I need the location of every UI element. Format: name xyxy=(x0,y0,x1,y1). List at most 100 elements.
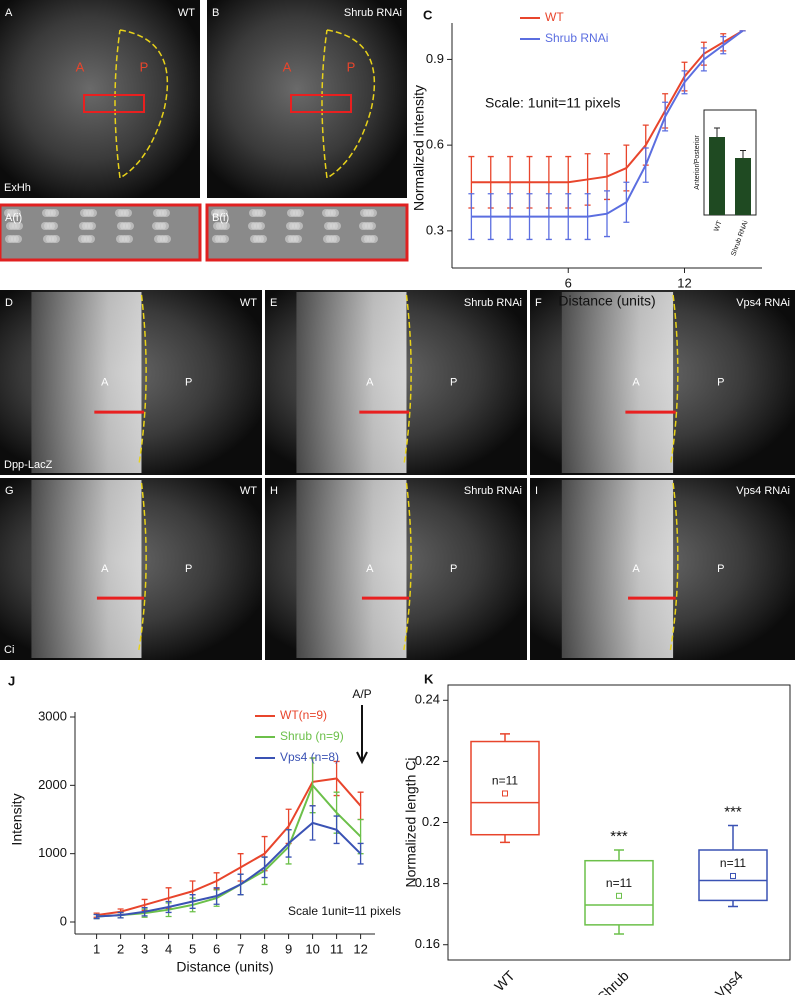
cell-texture xyxy=(163,235,171,243)
cell-texture xyxy=(89,209,97,217)
cell-texture xyxy=(51,209,59,217)
image-panel: I Vps4 RNAi A P xyxy=(530,478,795,660)
cell-texture xyxy=(259,235,267,243)
x-tick-label: Shrub xyxy=(594,967,632,995)
cell-texture xyxy=(88,222,96,230)
ap-boundary xyxy=(138,294,147,466)
cell-texture xyxy=(258,209,266,217)
region-label: A xyxy=(366,376,374,388)
region-label: A xyxy=(101,563,109,575)
whisker xyxy=(728,824,738,850)
panel-label: C xyxy=(423,7,433,22)
condition-label: WT xyxy=(240,485,257,497)
sample-size: n=11 xyxy=(606,876,632,890)
condition-label: Vps4 RNAi xyxy=(736,297,790,309)
image-panel: E Shrub RNAi A P xyxy=(265,290,527,475)
error-bar xyxy=(333,815,340,845)
error-bar xyxy=(357,842,364,865)
cell-texture xyxy=(13,209,21,217)
region-label: A xyxy=(366,563,374,575)
cell-texture xyxy=(257,222,265,230)
x-tick-label: 9 xyxy=(285,941,292,956)
y-tick-label: 0.3 xyxy=(426,222,444,237)
y-tick-label: 0.6 xyxy=(426,137,444,152)
y-tick-label: 0.18 xyxy=(415,875,440,890)
cell-texture xyxy=(221,235,229,243)
condition-label: Vps4 RNAi xyxy=(736,485,790,497)
cell-texture xyxy=(332,235,340,243)
significance: *** xyxy=(610,828,628,845)
panel-letter: A xyxy=(5,7,13,19)
annotation: Scale 1unit=11 pixels xyxy=(288,904,401,918)
whisker xyxy=(614,924,624,935)
error-bar xyxy=(117,911,124,919)
ap-boundary xyxy=(669,482,679,651)
error-bar xyxy=(309,805,316,841)
x-tick-label: 6 xyxy=(565,275,572,290)
ap-boundary xyxy=(669,294,679,466)
sample-size: n=11 xyxy=(492,774,518,788)
ap-boundary xyxy=(138,482,147,651)
error-bar xyxy=(468,193,475,241)
panel-letter: A(i) xyxy=(5,212,22,224)
image-panel: B Shrub RNAi A P xyxy=(207,0,407,198)
panel-letter: H xyxy=(270,485,278,497)
ap-boundary xyxy=(403,482,412,651)
region-label: P xyxy=(717,563,724,575)
panel-letter: G xyxy=(5,485,14,497)
y-tick-label: 0.24 xyxy=(415,692,440,707)
region-label: P xyxy=(717,376,724,388)
panel-letter: E xyxy=(270,297,277,309)
x-axis-label: Distance (units) xyxy=(558,293,655,309)
ap-boundary xyxy=(403,294,412,466)
legend-label: Shrub RNAi xyxy=(545,31,608,45)
stain-label: ExHh xyxy=(4,182,31,194)
y-tick-label: 2000 xyxy=(38,777,67,792)
y-tick-label: 0.22 xyxy=(415,753,440,768)
panel-label: J xyxy=(8,673,15,688)
series-line xyxy=(96,821,362,918)
y-axis-label: Intensity xyxy=(9,793,25,845)
error-bar xyxy=(507,193,514,241)
x-tick-label: WT xyxy=(713,219,724,232)
cell-texture xyxy=(222,222,230,230)
ap-arrow xyxy=(356,705,368,765)
y-axis-label: Normalized length Ci xyxy=(403,758,419,888)
error-bar xyxy=(487,193,494,241)
cell-texture xyxy=(161,222,169,230)
cell-texture xyxy=(295,222,303,230)
box xyxy=(470,740,540,836)
x-tick-label: 11 xyxy=(330,941,344,956)
mean xyxy=(502,790,508,797)
cell-texture xyxy=(87,235,95,243)
panel-letter: F xyxy=(535,297,542,309)
box xyxy=(584,859,654,926)
panel-letter: B(i) xyxy=(212,212,229,224)
error-bar xyxy=(237,873,244,896)
x-tick-label: 6 xyxy=(213,941,220,956)
panel-letter: I xyxy=(535,485,538,497)
sample-size: n=11 xyxy=(720,856,746,870)
cell-texture xyxy=(124,209,132,217)
cell-texture xyxy=(331,209,339,217)
image-panel: H Shrub RNAi A P xyxy=(265,478,527,660)
error-bar xyxy=(584,193,591,241)
whisker xyxy=(728,900,738,908)
stain-band xyxy=(31,480,142,658)
micrograph xyxy=(205,203,409,262)
x-tick-label: 5 xyxy=(189,941,196,956)
whisker xyxy=(500,834,510,844)
condition-label: WT xyxy=(178,7,195,19)
cell-texture xyxy=(52,235,60,243)
error-bar xyxy=(662,101,669,132)
roi-box xyxy=(290,94,352,113)
error-bar xyxy=(357,791,364,821)
stain-band xyxy=(31,292,142,473)
y-tick-label: 3000 xyxy=(38,708,67,723)
image-panel: A WT A P ExHh xyxy=(0,0,200,198)
error-bar xyxy=(213,887,220,905)
micrograph xyxy=(0,0,200,198)
x-tick-label: 1 xyxy=(93,941,100,956)
error-bar xyxy=(565,193,572,241)
panel-letter: B xyxy=(212,7,219,19)
